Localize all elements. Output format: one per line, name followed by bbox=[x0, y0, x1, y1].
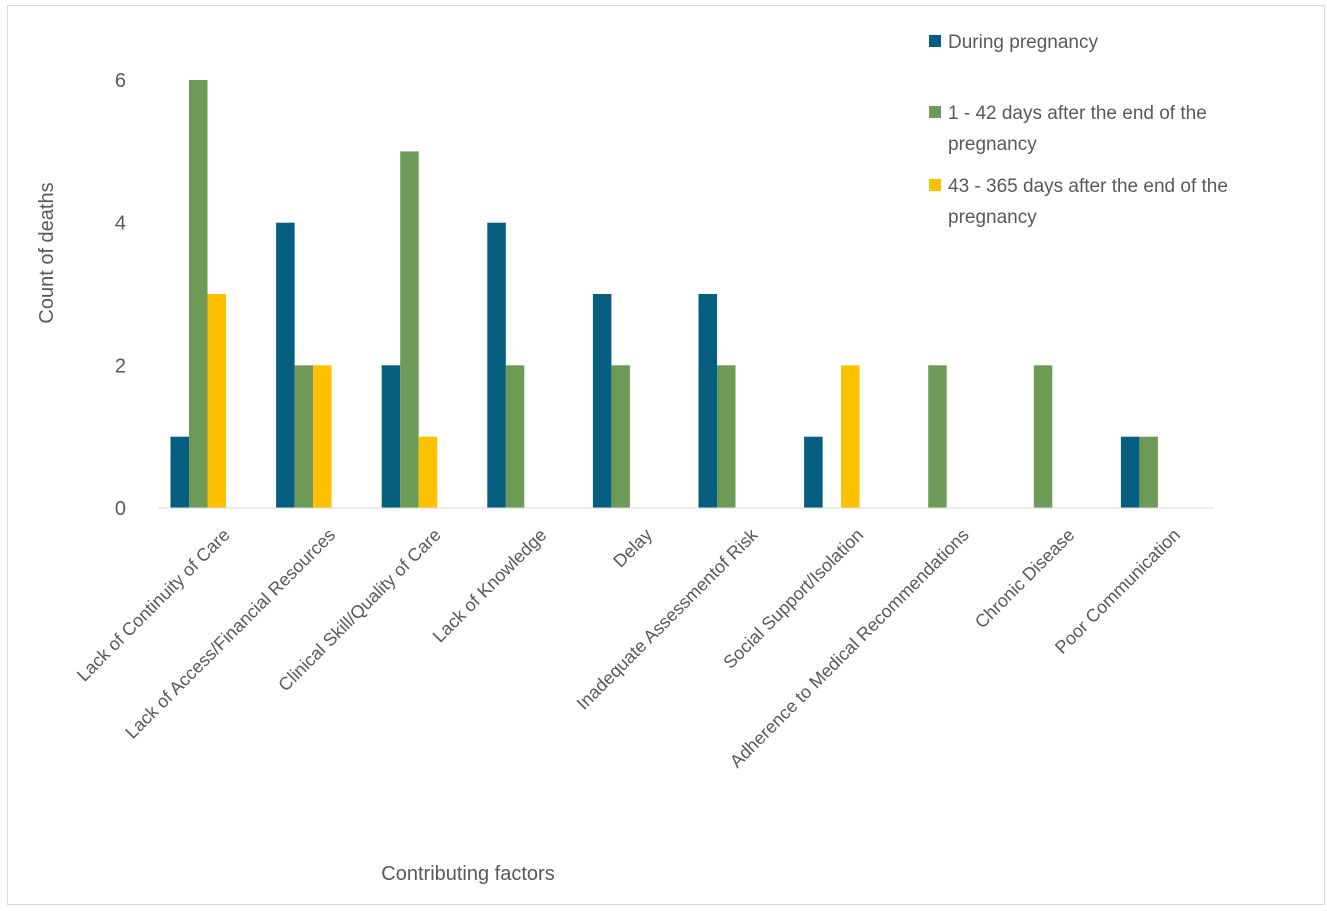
legend-label: 43 - 365 days after the end of the pregna… bbox=[948, 176, 1228, 228]
legend-label-line: pregnancy bbox=[948, 207, 1037, 228]
bars-layer bbox=[170, 80, 1158, 508]
bar bbox=[207, 294, 226, 508]
bar bbox=[505, 365, 525, 508]
y-tick-label: 6 bbox=[115, 70, 126, 92]
bar bbox=[294, 365, 314, 508]
x-tick-label: Delay bbox=[609, 525, 656, 572]
chart-frame: 0 2 4 6 Lack of Continuity of Care Lack of Ac… bbox=[7, 5, 1325, 905]
bar bbox=[1139, 436, 1158, 508]
bar bbox=[189, 80, 208, 508]
legend-label-line: During pregnancy bbox=[948, 32, 1098, 53]
legend-label-line: pregnancy bbox=[948, 134, 1037, 155]
legend-swatch bbox=[929, 106, 941, 118]
bar bbox=[1033, 365, 1053, 508]
y-tick-label: 4 bbox=[115, 213, 126, 235]
legend-label-line: 43 - 365 days after the end of the bbox=[948, 176, 1228, 197]
bar bbox=[841, 365, 860, 508]
bar bbox=[418, 436, 438, 508]
x-tick-label: Inadequate Assessmentof Risk bbox=[573, 524, 763, 714]
legend-label-line: 1 - 42 days after the end of the bbox=[948, 103, 1207, 124]
bar bbox=[170, 436, 189, 508]
bar bbox=[276, 222, 295, 508]
legend: During pregnancy 1 - 42 days after the en… bbox=[929, 32, 1228, 228]
bar bbox=[313, 365, 332, 508]
legend-label: During pregnancy bbox=[948, 32, 1098, 53]
x-tick-label: Adherence to Medical Recommendations bbox=[726, 525, 973, 772]
legend-swatch bbox=[929, 35, 941, 47]
bar bbox=[400, 151, 419, 508]
y-tick-label: 2 bbox=[115, 355, 126, 377]
bar bbox=[381, 365, 401, 508]
x-tick-label: Chronic Disease bbox=[971, 525, 1079, 633]
bar bbox=[611, 365, 630, 508]
bar bbox=[487, 222, 506, 508]
y-tick-label: 0 bbox=[115, 498, 126, 520]
bar bbox=[1120, 436, 1140, 508]
bar bbox=[698, 294, 717, 508]
x-axis-title: Contributing factors bbox=[381, 863, 554, 885]
y-axis-title: Count of deaths bbox=[36, 182, 58, 323]
x-tick-label: Lack of Knowledge bbox=[429, 525, 551, 647]
bar bbox=[928, 365, 947, 508]
bar bbox=[717, 365, 736, 508]
x-tick-label: Lack of Access/Financial Resources bbox=[121, 525, 339, 743]
legend-label: 1 - 42 days after the end of the pregnanc… bbox=[948, 103, 1207, 155]
bar bbox=[592, 294, 612, 508]
legend-swatch bbox=[929, 179, 941, 191]
bar bbox=[804, 436, 823, 508]
